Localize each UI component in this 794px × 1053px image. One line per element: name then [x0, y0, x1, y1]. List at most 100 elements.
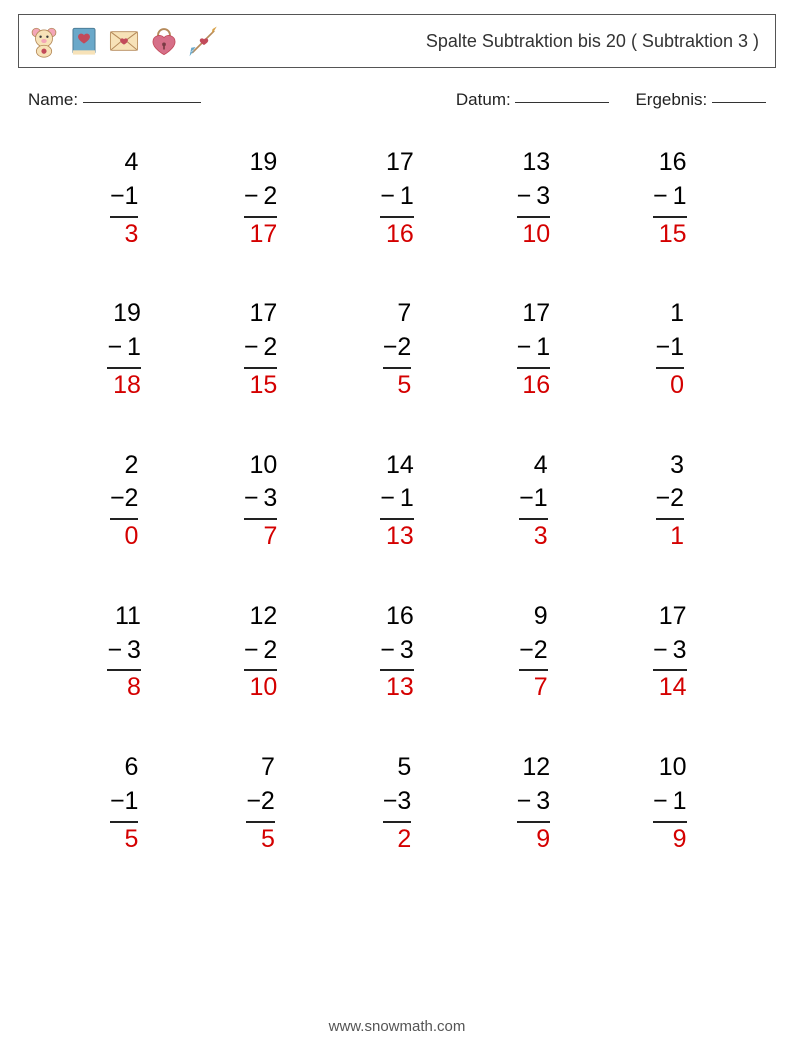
problem: 4−13: [465, 449, 601, 554]
minuend: 10: [244, 449, 278, 483]
answer: 3: [519, 520, 548, 554]
header-box: Spalte Subtraktion bis 20 ( Subtraktion …: [18, 14, 776, 68]
problem: 2−20: [56, 449, 192, 554]
date-blank[interactable]: [515, 102, 609, 103]
problem-grid: 4−1319− 21717− 11613− 31016− 11519− 1181…: [56, 146, 738, 856]
subtrahend: − 3: [517, 785, 551, 823]
problem: 12− 210: [192, 600, 328, 705]
problem: 10− 37: [192, 449, 328, 554]
minuend: 19: [244, 146, 278, 180]
subtrahend: − 3: [107, 634, 141, 672]
problem: 9−27: [465, 600, 601, 705]
minuend: 5: [383, 751, 412, 785]
minuend: 17: [653, 600, 687, 634]
cupid-arrow-icon: [187, 24, 221, 58]
info-row: Name: Datum: Ergebnis:: [28, 90, 766, 110]
subtrahend: −1: [110, 180, 139, 218]
worksheet-title: Spalte Subtraktion bis 20 ( Subtraktion …: [426, 31, 759, 52]
problem: 16− 115: [602, 146, 738, 251]
minuend: 7: [383, 297, 412, 331]
subtrahend: − 1: [107, 331, 141, 369]
answer: 15: [653, 218, 687, 252]
minuend: 3: [656, 449, 685, 483]
subtrahend: −2: [656, 482, 685, 520]
problem: 7−25: [329, 297, 465, 402]
result-blank[interactable]: [712, 102, 766, 103]
teddy-bear-icon: [27, 24, 61, 58]
answer: 16: [380, 218, 414, 252]
minuend: 14: [380, 449, 414, 483]
problem: 10− 19: [602, 751, 738, 856]
result-label: Ergebnis:: [635, 90, 707, 109]
answer: 5: [110, 823, 139, 857]
answer: 10: [244, 671, 278, 705]
problem: 17− 215: [192, 297, 328, 402]
answer: 2: [383, 823, 412, 857]
minuend: 11: [107, 600, 141, 634]
answer: 16: [517, 369, 551, 403]
minuend: 17: [517, 297, 551, 331]
problem: 16− 313: [329, 600, 465, 705]
answer: 0: [656, 369, 685, 403]
love-letter-icon: [107, 24, 141, 58]
subtrahend: − 1: [380, 180, 414, 218]
answer: 5: [383, 369, 412, 403]
problem: 19− 217: [192, 146, 328, 251]
subtrahend: −2: [246, 785, 275, 823]
minuend: 4: [519, 449, 548, 483]
answer: 9: [517, 823, 551, 857]
header-icons: [27, 24, 221, 58]
subtrahend: − 2: [244, 180, 278, 218]
subtrahend: −2: [519, 634, 548, 672]
problem: 7−25: [192, 751, 328, 856]
heart-lock-icon: [147, 24, 181, 58]
heart-book-icon: [67, 24, 101, 58]
subtrahend: −2: [110, 482, 139, 520]
subtrahend: −2: [383, 331, 412, 369]
problem: 12− 39: [465, 751, 601, 856]
minuend: 19: [107, 297, 141, 331]
answer: 5: [246, 823, 275, 857]
subtrahend: − 3: [653, 634, 687, 672]
footer-url: www.snowmath.com: [0, 1018, 794, 1035]
name-field: Name:: [28, 90, 201, 110]
name-label: Name:: [28, 90, 78, 109]
minuend: 7: [246, 751, 275, 785]
minuend: 10: [653, 751, 687, 785]
answer: 15: [244, 369, 278, 403]
result-field: Ergebnis:: [635, 90, 766, 110]
minuend: 17: [380, 146, 414, 180]
problem: 4−13: [56, 146, 192, 251]
answer: 7: [244, 520, 278, 554]
answer: 9: [653, 823, 687, 857]
problem: 13− 310: [465, 146, 601, 251]
subtrahend: −1: [656, 331, 685, 369]
subtrahend: − 1: [517, 331, 551, 369]
minuend: 9: [519, 600, 548, 634]
answer: 0: [110, 520, 139, 554]
problem: 17− 116: [329, 146, 465, 251]
subtrahend: − 3: [380, 634, 414, 672]
subtrahend: − 1: [380, 482, 414, 520]
minuend: 12: [244, 600, 278, 634]
problem: 6−15: [56, 751, 192, 856]
answer: 3: [110, 218, 139, 252]
answer: 8: [107, 671, 141, 705]
problem: 17− 116: [465, 297, 601, 402]
subtrahend: − 1: [653, 180, 687, 218]
minuend: 12: [517, 751, 551, 785]
date-field: Datum:: [456, 90, 610, 110]
answer: 7: [519, 671, 548, 705]
minuend: 13: [517, 146, 551, 180]
subtrahend: − 2: [244, 331, 278, 369]
subtrahend: − 3: [517, 180, 551, 218]
minuend: 16: [653, 146, 687, 180]
answer: 1: [656, 520, 685, 554]
worksheet-page: Spalte Subtraktion bis 20 ( Subtraktion …: [0, 0, 794, 1053]
name-blank[interactable]: [83, 102, 201, 103]
problem: 11− 38: [56, 600, 192, 705]
minuend: 2: [110, 449, 139, 483]
answer: 13: [380, 520, 414, 554]
problem: 1−10: [602, 297, 738, 402]
minuend: 6: [110, 751, 139, 785]
